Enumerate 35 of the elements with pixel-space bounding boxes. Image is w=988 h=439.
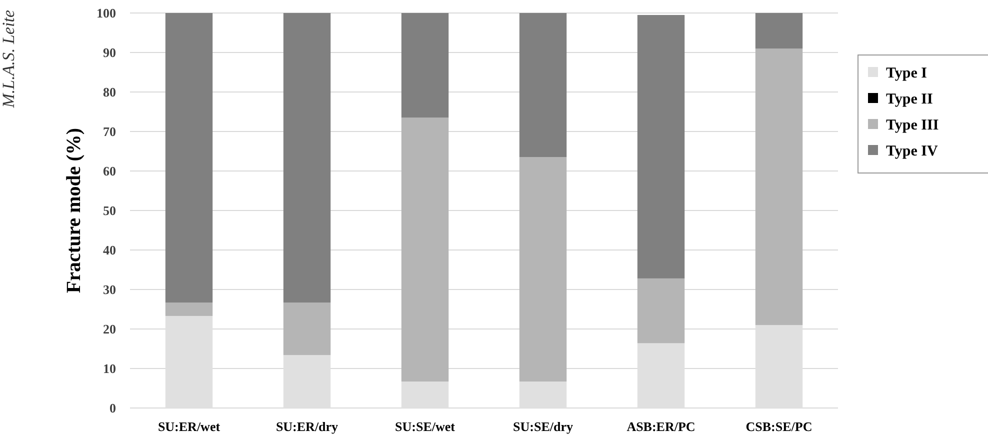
bar	[519, 13, 567, 158]
x-tick-label: SU:SE/dry	[513, 419, 574, 434]
x-tick-label: SU:SE/wet	[395, 419, 456, 434]
y-tick-label: 80	[103, 84, 116, 100]
bar	[755, 13, 803, 49]
y-tick-label: 40	[103, 242, 116, 258]
bar	[755, 48, 803, 326]
y-tick-label: 30	[103, 282, 116, 298]
bar	[283, 302, 331, 356]
bar	[519, 157, 567, 382]
bar	[401, 118, 449, 382]
y-tick-label: 20	[103, 322, 116, 337]
x-tick-label: SU:ER/wet	[158, 419, 221, 434]
x-tick-label: ASB:ER/PC	[626, 419, 696, 434]
bar	[637, 14, 685, 278]
y-tick-label: 50	[103, 203, 116, 218]
bar	[637, 278, 685, 344]
legend-label: Type I	[886, 65, 928, 82]
bar	[165, 302, 213, 316]
bar	[401, 13, 449, 118]
y-axis-title: Fracture mode (%)	[63, 128, 85, 294]
text: M.L.A.S. Leite	[0, 10, 18, 109]
y-tick-label: 0	[110, 400, 116, 416]
legend-label: Type II	[886, 91, 933, 108]
legend-label: Type IV	[886, 143, 938, 160]
y-tick-label: 10	[103, 361, 116, 376]
y-tick-label: 60	[103, 164, 116, 179]
legend-label: Type III	[886, 117, 939, 134]
x-tick-label: SU:ER/dry	[276, 419, 339, 434]
y-tick-label: 100	[96, 6, 116, 21]
bar	[283, 13, 331, 303]
x-tick-label: CSB:SE/PC	[746, 419, 812, 434]
bar	[165, 13, 213, 303]
y-tick-label: 70	[103, 124, 116, 140]
y-tick-label: 90	[103, 45, 116, 60]
